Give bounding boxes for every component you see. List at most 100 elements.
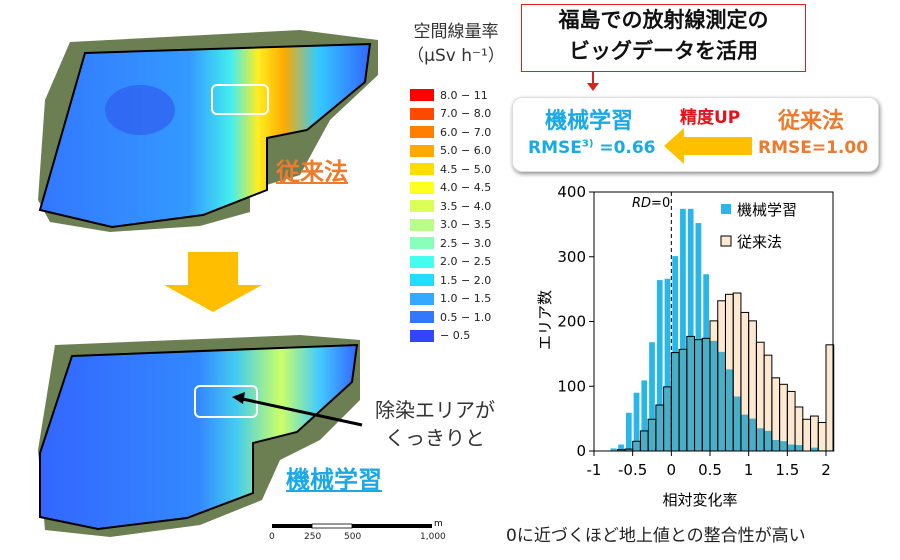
reference-mark: 3)	[581, 138, 594, 150]
ml-map-label: 機械学習	[286, 466, 382, 494]
scale-tick: 0	[269, 532, 275, 542]
y-tick-label: 400	[557, 183, 586, 201]
bar-conventional	[740, 312, 749, 451]
legend-item: 3.5 − 4.0	[410, 197, 491, 216]
bar-conventional	[733, 293, 741, 451]
legend-swatch	[410, 274, 434, 287]
bar-overlap	[702, 338, 710, 451]
legend-swatch	[410, 200, 434, 213]
legend-label: 7.0 − 8.0	[440, 107, 492, 121]
bar-overlap	[748, 418, 757, 451]
legend-item: 7.0 − 8.0	[410, 105, 491, 124]
rd-annotation: RD=0	[632, 196, 670, 211]
scale-unit: m	[434, 519, 443, 529]
scale-tick: 1,000	[420, 532, 446, 542]
bar-ml	[687, 208, 694, 451]
legend-label: 6.0 − 7.0	[440, 125, 492, 139]
bar-overlap	[771, 439, 780, 451]
legend-swatch	[410, 163, 434, 176]
legend-label: 3.5 − 4.0	[440, 199, 492, 213]
ml-title: 機械学習	[545, 109, 634, 134]
rmse-value: =0.66	[593, 138, 656, 158]
legend-swatch	[410, 89, 434, 102]
legend-swatch	[410, 329, 434, 342]
bar-overlap	[679, 349, 687, 451]
y-axis-label: エリア数	[536, 290, 554, 350]
bar-overlap	[640, 430, 649, 451]
legend-item: 1.0 − 1.5	[410, 290, 491, 309]
legend-swatch	[410, 218, 434, 231]
scale-bar	[272, 523, 432, 529]
bar-overlap	[694, 339, 703, 451]
x-tick-label: 1	[744, 461, 754, 479]
annotation-text: 除染エリアが くっきりと	[360, 396, 510, 452]
legend-title-line: 空間線量率	[413, 22, 499, 42]
scale-tick: 250	[304, 532, 322, 542]
legend-item: 8.0 − 11	[410, 86, 491, 105]
legend-label: 8.0 − 11	[440, 88, 488, 102]
bar-overlap	[787, 444, 796, 451]
legend-swatch	[410, 237, 434, 250]
legend-swatch-conventional	[720, 235, 732, 247]
legend-label: − 0.5	[440, 329, 471, 343]
bar-ml	[664, 278, 671, 451]
down-arrow-icon	[164, 252, 262, 312]
bar-conventional	[764, 355, 772, 451]
bar-ml	[633, 392, 640, 451]
legend-swatch	[410, 181, 434, 194]
bar-overlap	[655, 405, 664, 451]
comparison-box	[512, 97, 879, 172]
header-line: ビッグデータを活用	[569, 39, 758, 63]
bar-conventional	[818, 422, 826, 451]
legend-swatch	[410, 292, 434, 305]
legend-label: 4.0 − 4.5	[440, 181, 492, 195]
legend-item: 1.5 − 2.0	[410, 271, 491, 290]
bar-ml	[625, 412, 632, 451]
bar-overlap	[671, 352, 680, 451]
bar-overlap	[810, 447, 819, 451]
x-axis-label: 相対変化率	[662, 491, 737, 509]
ml-rmse: RMSE3) =0.66	[528, 138, 656, 158]
annotation-arrow	[237, 396, 363, 427]
y-tick-label: 200	[557, 313, 586, 331]
color-legend: 8.0 − 11 7.0 − 8.0 6.0 − 7.0 5.0 − 6.0 4.5 −…	[410, 86, 491, 345]
bar-overlap	[717, 351, 726, 451]
bar-overlap	[686, 336, 695, 451]
legend-title: 空間線量率 （μSv h⁻¹）	[396, 20, 516, 68]
legend-ml: 機械学習	[737, 201, 797, 219]
left-arrow-icon	[664, 128, 752, 164]
conventional-map-label: 従来法	[276, 158, 348, 186]
bar-overlap	[795, 445, 803, 451]
legend-item: 3.0 − 3.5	[410, 216, 491, 235]
bar-overlap	[632, 441, 641, 451]
legend-item: 2.0 − 2.5	[410, 253, 491, 272]
bar-overlap	[764, 430, 772, 451]
legend-swatch	[410, 311, 434, 324]
bar-overlap	[648, 419, 656, 451]
annotation-line: 除染エリアが	[375, 398, 495, 422]
bar-ml	[618, 444, 624, 451]
bar-conventional	[756, 342, 765, 451]
x-tick-label: -0.5	[618, 461, 647, 479]
bar-conventional	[802, 419, 811, 451]
bar-overlap	[624, 449, 633, 451]
legend-swatch-ml	[721, 204, 731, 214]
annotation-line: くっきりと	[385, 426, 485, 450]
header-line: 福島での放射線測定の	[558, 8, 769, 32]
legend-item: 4.0 − 4.5	[410, 179, 491, 198]
legend-unit: （μSv h⁻¹）	[407, 46, 505, 66]
scale-tick: 500	[344, 532, 362, 542]
bar-conventional	[795, 406, 803, 451]
y-tick-label: 100	[557, 377, 586, 395]
legend-label: 2.0 − 2.5	[440, 255, 492, 269]
bar-overlap	[740, 414, 749, 451]
legend-label: 5.0 − 6.0	[440, 144, 492, 158]
legend-label: 2.5 − 3.0	[440, 236, 492, 250]
bar-ml	[641, 380, 648, 451]
connector-line	[592, 71, 594, 85]
bar-ml	[656, 280, 663, 451]
dose-rate-polygon	[39, 343, 359, 531]
bar-ml	[610, 448, 617, 451]
bar-overlap	[617, 449, 625, 451]
